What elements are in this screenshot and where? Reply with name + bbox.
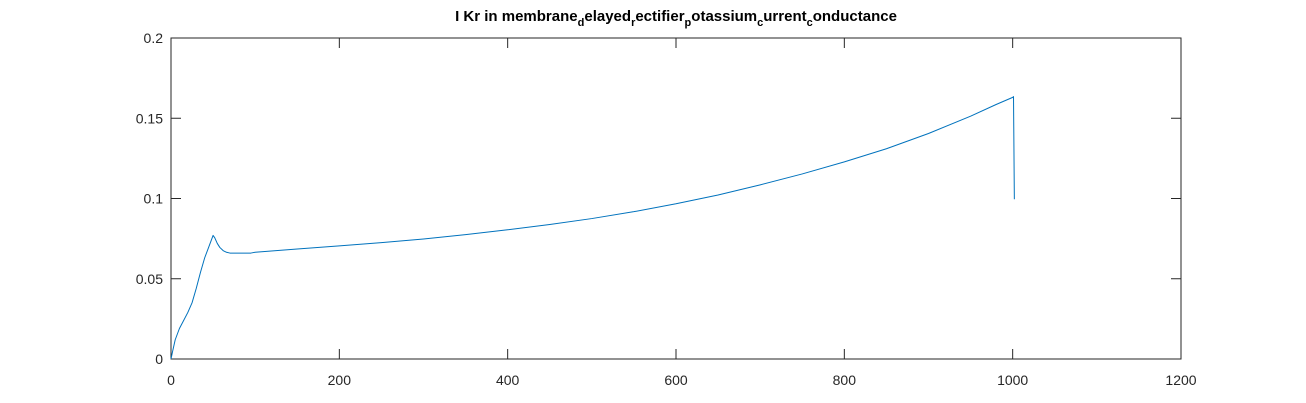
title-subscript: d [578, 17, 585, 29]
x-tick-label: 600 [664, 372, 688, 388]
chart-title: I Kr in membranedelayedrectifierpotassiu… [455, 8, 897, 29]
axis-tick-labels: 0 200 400 600 800 1000 1200 0 0.05 0.1 0.15 0.2 [136, 30, 1197, 388]
title-segment: ectifier [635, 8, 684, 25]
x-tick-label: 1000 [997, 372, 1028, 388]
title-subscript: c [807, 17, 813, 29]
title-segment: urrent [763, 8, 806, 25]
x-tick-label: 800 [833, 372, 857, 388]
axis-ticks [170, 37, 1182, 360]
x-tick-label: 0 [167, 372, 175, 388]
y-tick-label: 0.15 [136, 110, 163, 126]
title-subscript: p [685, 17, 692, 29]
title-subscript: c [757, 17, 763, 29]
title-segment: otassium [691, 8, 757, 25]
x-tick-label: 400 [496, 372, 520, 388]
series-line [170, 96, 1015, 360]
plot-area [170, 37, 1182, 360]
title-subscript: r [631, 17, 636, 29]
y-tick-label: 0.2 [144, 30, 164, 46]
y-tick-label: 0.05 [136, 271, 163, 287]
title-segment: I Kr in membrane [455, 8, 578, 25]
x-tick-label: 200 [328, 372, 352, 388]
title-segment: elayed [584, 8, 631, 25]
y-tick-label: 0 [155, 351, 163, 367]
y-tick-label: 0.1 [144, 191, 164, 207]
title-segment: onductance [813, 8, 897, 25]
series-layer [170, 96, 1015, 360]
x-tick-label: 1200 [1165, 372, 1196, 388]
